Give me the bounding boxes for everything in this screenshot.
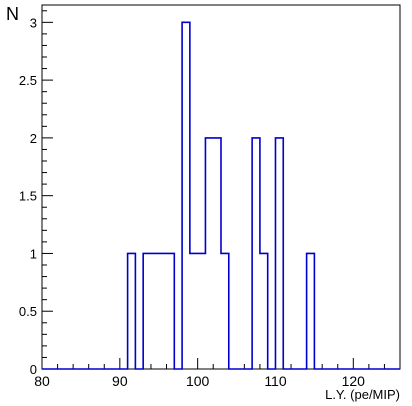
x-tick-label: 100 (186, 373, 210, 389)
x-tick-label: 80 (34, 373, 50, 389)
y-tick-label: 2 (30, 131, 37, 146)
x-tick-label: 110 (264, 373, 287, 389)
y-tick-label: 0 (30, 362, 37, 377)
y-tick-label: 1.5 (19, 189, 37, 204)
histogram-series-line (42, 21, 400, 370)
y-tick-label: 3 (30, 15, 37, 30)
x-axis-label: L.Y. (pe/MIP) (325, 387, 400, 402)
y-axis-ticks: 0 0.5 1 1.5 2 2.5 3 (19, 10, 53, 377)
x-axis-ticks: 80 90 100 110 120 (34, 358, 401, 389)
y-tick-label: 2.5 (19, 73, 37, 88)
plot-frame (41, 4, 401, 370)
y-axis-label: N (6, 4, 19, 24)
y-tick-label: 1 (30, 246, 37, 261)
y-tick-label: 0.5 (19, 304, 37, 319)
x-tick-label: 90 (112, 373, 128, 389)
x-tick-label: 120 (342, 373, 366, 389)
